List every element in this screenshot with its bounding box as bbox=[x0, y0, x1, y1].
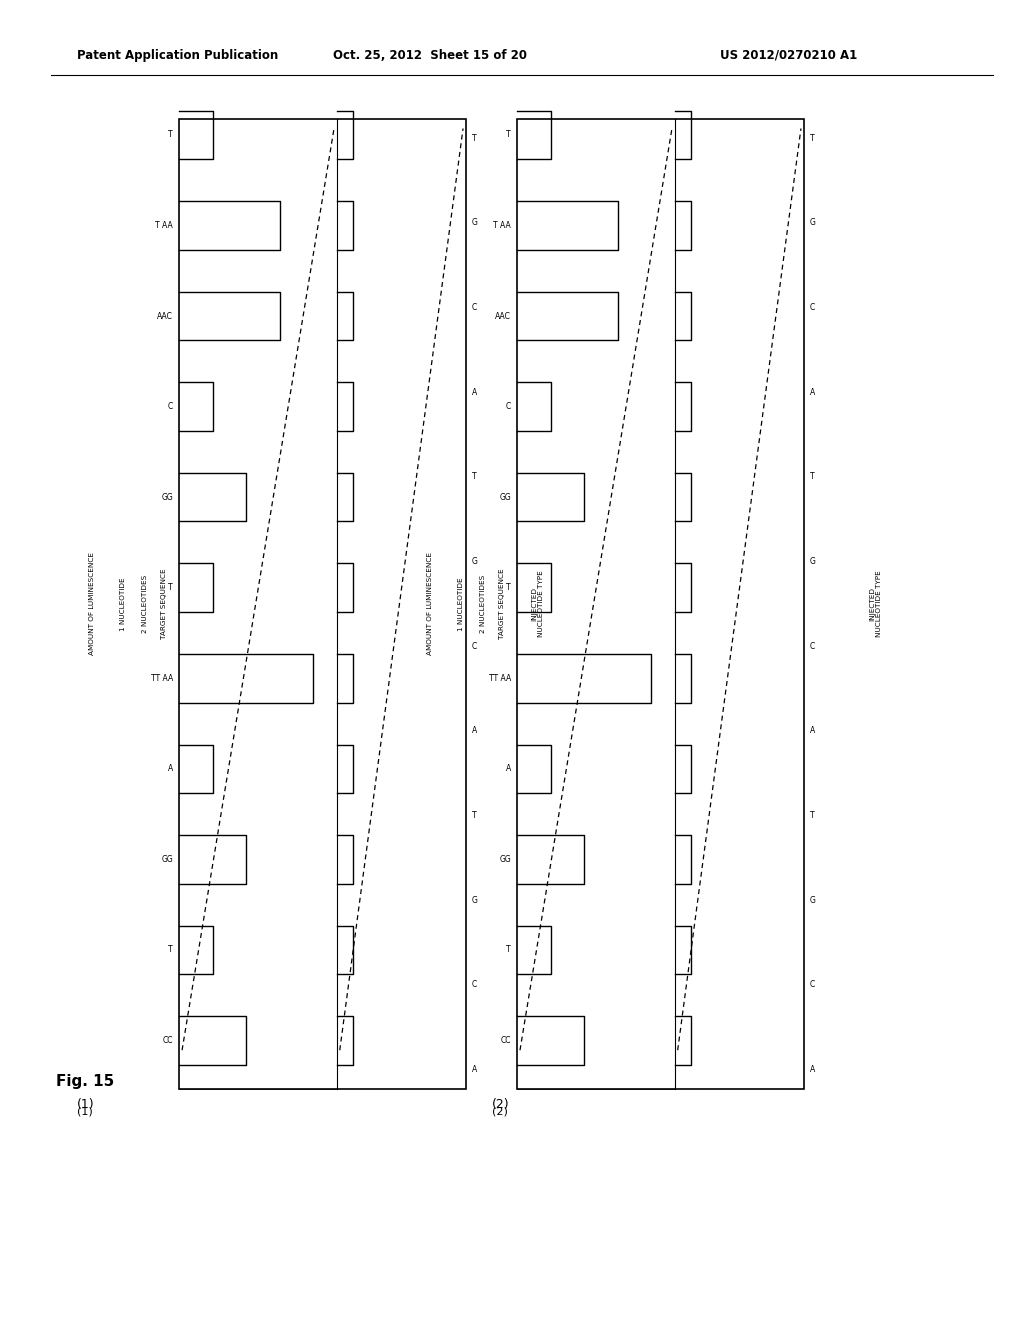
Text: T: T bbox=[506, 945, 511, 954]
Text: Oct. 25, 2012  Sheet 15 of 20: Oct. 25, 2012 Sheet 15 of 20 bbox=[333, 49, 527, 62]
Text: 1 NUCLEOTIDE: 1 NUCLEOTIDE bbox=[458, 577, 464, 631]
Text: C: C bbox=[472, 304, 477, 312]
Text: G: G bbox=[810, 218, 816, 227]
Text: C: C bbox=[810, 981, 815, 990]
Text: GG: GG bbox=[500, 492, 511, 502]
Text: C: C bbox=[168, 403, 173, 411]
Text: T: T bbox=[168, 945, 173, 954]
Text: A: A bbox=[472, 1065, 477, 1074]
Text: GG: GG bbox=[162, 855, 173, 863]
Text: AAC: AAC bbox=[495, 312, 511, 321]
Text: T: T bbox=[506, 131, 511, 140]
Text: (1): (1) bbox=[77, 1098, 94, 1111]
Text: C: C bbox=[810, 304, 815, 312]
Text: C: C bbox=[810, 642, 815, 651]
Text: INJECTED
NUCLEOTIDE TYPE: INJECTED NUCLEOTIDE TYPE bbox=[531, 570, 544, 638]
Text: A: A bbox=[168, 764, 173, 774]
Text: (2): (2) bbox=[492, 1098, 509, 1111]
Text: A: A bbox=[472, 726, 477, 735]
Text: (1): (1) bbox=[77, 1106, 92, 1117]
Text: TT AA: TT AA bbox=[151, 673, 173, 682]
Text: (2): (2) bbox=[492, 1106, 508, 1117]
Text: T: T bbox=[168, 131, 173, 140]
Text: AMOUNT OF LUMINESCENCE: AMOUNT OF LUMINESCENCE bbox=[427, 552, 433, 656]
Text: T AA: T AA bbox=[156, 220, 173, 230]
Text: T: T bbox=[472, 810, 477, 820]
Text: T: T bbox=[168, 583, 173, 593]
Text: CC: CC bbox=[501, 1036, 511, 1045]
Text: GG: GG bbox=[500, 855, 511, 863]
Text: 2 NUCLEOTIDES: 2 NUCLEOTIDES bbox=[480, 574, 486, 634]
Text: A: A bbox=[506, 764, 511, 774]
Text: G: G bbox=[472, 218, 478, 227]
Text: CC: CC bbox=[163, 1036, 173, 1045]
Text: A: A bbox=[472, 388, 477, 397]
Text: A: A bbox=[810, 1065, 815, 1074]
Text: C: C bbox=[506, 403, 511, 411]
Text: T: T bbox=[810, 810, 815, 820]
Text: T: T bbox=[472, 473, 477, 482]
Text: T: T bbox=[810, 473, 815, 482]
Text: INJECTED
NUCLEOTIDE TYPE: INJECTED NUCLEOTIDE TYPE bbox=[869, 570, 882, 638]
Text: AMOUNT OF LUMINESCENCE: AMOUNT OF LUMINESCENCE bbox=[89, 552, 95, 656]
Text: G: G bbox=[472, 896, 478, 904]
Text: TARGET SEQUENCE: TARGET SEQUENCE bbox=[161, 569, 167, 639]
Text: C: C bbox=[472, 981, 477, 990]
Text: Fig. 15: Fig. 15 bbox=[56, 1074, 115, 1089]
Text: Patent Application Publication: Patent Application Publication bbox=[77, 49, 279, 62]
Text: G: G bbox=[472, 557, 478, 566]
Text: T: T bbox=[472, 133, 477, 143]
Text: T: T bbox=[506, 583, 511, 593]
Text: T AA: T AA bbox=[494, 220, 511, 230]
Text: A: A bbox=[810, 726, 815, 735]
Text: 1 NUCLEOTIDE: 1 NUCLEOTIDE bbox=[120, 577, 126, 631]
Text: A: A bbox=[810, 388, 815, 397]
Text: AAC: AAC bbox=[157, 312, 173, 321]
Bar bbox=[517, 119, 804, 1089]
Text: G: G bbox=[810, 896, 816, 904]
Text: 2 NUCLEOTIDES: 2 NUCLEOTIDES bbox=[142, 574, 148, 634]
Text: G: G bbox=[810, 557, 816, 566]
Text: TT AA: TT AA bbox=[488, 673, 511, 682]
Text: T: T bbox=[810, 133, 815, 143]
Text: US 2012/0270210 A1: US 2012/0270210 A1 bbox=[720, 49, 857, 62]
Text: C: C bbox=[472, 642, 477, 651]
Bar bbox=[179, 119, 466, 1089]
Text: GG: GG bbox=[162, 492, 173, 502]
Text: TARGET SEQUENCE: TARGET SEQUENCE bbox=[499, 569, 505, 639]
